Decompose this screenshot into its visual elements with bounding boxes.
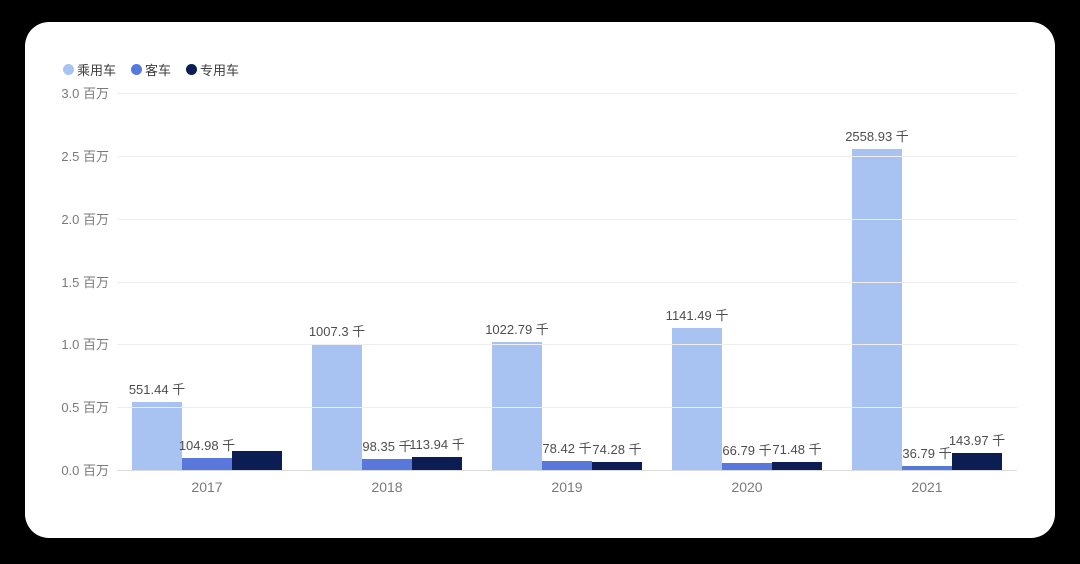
bar-passenger-car-2017: 551.44 千 <box>129 382 185 471</box>
bar-value-label: 74.28 千 <box>592 441 642 457</box>
legend-item-bus[interactable]: 客车 <box>131 60 171 79</box>
bar-bus-2018: 98.35 千 <box>362 439 412 471</box>
bar-group-2021: 2558.93 千 36.79 千 143.97 千 <box>837 94 1017 471</box>
bar-group-2020: 1141.49 千 66.79 千 71.48 千 <box>657 94 837 471</box>
bar-special-vehicle-2017 <box>232 450 282 471</box>
bar-value-label: 98.35 千 <box>362 438 412 454</box>
bar-value-label: 78.42 千 <box>542 441 592 457</box>
legend-label: 乘用车 <box>77 63 117 78</box>
bar-special-vehicle-2019: 74.28 千 <box>592 442 642 471</box>
bar-passenger-car-2019: 1022.79 千 <box>485 322 549 471</box>
bar-value-label: 113.94 千 <box>409 436 465 452</box>
bar-bus-2020: 66.79 千 <box>722 443 772 471</box>
bar-value-label: 1007.3 千 <box>308 324 366 340</box>
bar-bus-2021: 36.79 千 <box>902 446 952 471</box>
y-tick-label: 3.0 百万 <box>61 86 109 101</box>
bar-value-label: 1022.79 千 <box>485 322 549 338</box>
bar-value-label: 104.98 千 <box>178 437 236 453</box>
legend-dot-icon <box>186 64 198 75</box>
bar-value-label: 71.48 千 <box>772 442 822 458</box>
bar-special-vehicle-2021: 143.97 千 <box>949 433 1005 471</box>
y-tick-label: 0.0 百万 <box>61 463 109 478</box>
bar-value-label: 1141.49 千 <box>665 307 729 323</box>
gridline <box>117 93 1017 94</box>
x-axis-line <box>117 470 1017 471</box>
bar-bus-2017: 104.98 千 <box>179 438 235 471</box>
bar-group-2019: 1022.79 千 78.42 千 74.28 千 <box>477 94 657 471</box>
legend-dot-icon <box>131 64 143 75</box>
bar-special-vehicle-2020: 71.48 千 <box>772 442 822 471</box>
legend-label: 客车 <box>145 63 172 78</box>
legend-item-special-vehicle[interactable]: 专用车 <box>186 60 239 79</box>
gridline <box>117 155 1017 157</box>
bar-value-label: 143.97 千 <box>948 432 1006 448</box>
bar-passenger-car-2021: 2558.93 千 <box>845 129 909 471</box>
y-tick-label: 2.5 百万 <box>61 148 109 164</box>
x-tick-2020: 2020 <box>731 479 763 495</box>
chart-card: 乘用车 客车 专用车 0.0 百万 0.5 百万 1.0 百万 1.5 百万 2.0 百万 2… <box>25 22 1055 538</box>
legend-dot-icon <box>63 64 74 75</box>
y-tick-label: 1.5 百万 <box>61 274 109 290</box>
gridline <box>117 344 1017 346</box>
bar-group-2018: 1007.3 千 98.35 千 113.94 千 <box>297 94 477 471</box>
y-axis: 0.0 百万 0.5 百万 1.0 百万 1.5 百万 2.0 百万 2.5 百万 3.0 … <box>25 86 109 478</box>
bar-value-label: 66.79 千 <box>722 442 772 458</box>
bar-special-vehicle-2018: 113.94 千 <box>409 437 465 471</box>
legend-label: 专用车 <box>200 63 240 78</box>
x-axis: 2017 2018 2019 2020 2021 <box>117 479 1017 495</box>
bar-group-2017: 551.44 千 104.98 千 <box>117 94 297 471</box>
y-tick-label: 0.5 百万 <box>61 400 109 416</box>
gridline <box>117 218 1017 220</box>
legend-item-passenger-car[interactable]: 乘用车 <box>63 60 116 79</box>
gridline <box>117 407 1017 409</box>
gridline <box>117 281 1017 283</box>
bar-value-label: 551.44 千 <box>128 381 186 397</box>
x-tick-2021: 2021 <box>911 479 943 495</box>
x-tick-2017: 2017 <box>191 479 223 495</box>
y-tick-label: 1.0 百万 <box>61 337 109 353</box>
bar-value-label: 2558.93 千 <box>845 129 909 145</box>
legend: 乘用车 客车 专用车 <box>63 60 239 79</box>
y-tick-label: 2.0 百万 <box>61 211 109 227</box>
x-tick-2019: 2019 <box>551 479 583 495</box>
bar-passenger-car-2020: 1141.49 千 <box>666 308 728 471</box>
bar-value-label: 36.79 千 <box>902 446 952 462</box>
x-tick-2018: 2018 <box>371 479 403 495</box>
bar-bus-2019: 78.42 千 <box>542 441 592 471</box>
